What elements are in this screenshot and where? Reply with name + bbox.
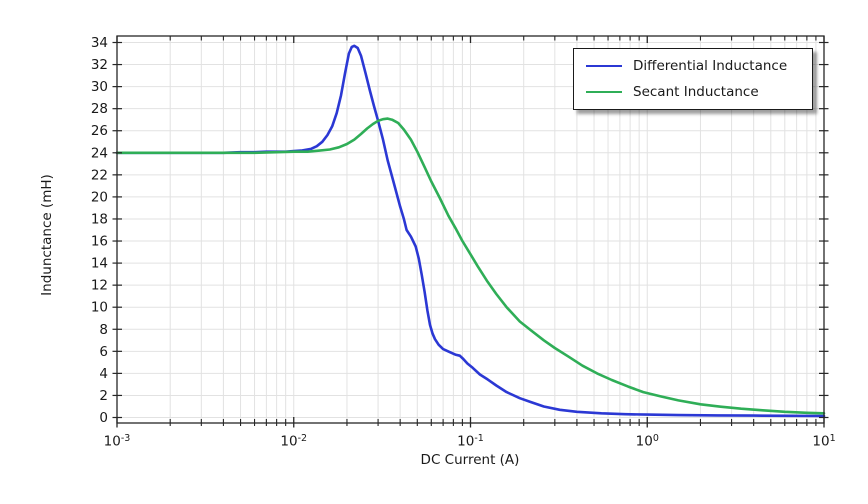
y-tick-label: 30 xyxy=(91,79,108,95)
legend-swatch-differential-inductance xyxy=(586,65,622,68)
x-tick-label: 100 xyxy=(635,433,659,450)
y-tick-label: 14 xyxy=(91,256,108,272)
y-tick-label: 34 xyxy=(91,35,108,51)
y-tick-label: 32 xyxy=(91,57,108,73)
x-tick-label: 101 xyxy=(812,433,836,450)
legend: Differential Inductance Secant Inductance xyxy=(573,48,813,110)
y-tick-label: 12 xyxy=(91,278,108,294)
y-tick-label: 20 xyxy=(91,189,108,205)
gridlines xyxy=(117,36,824,423)
y-tick-label: 2 xyxy=(99,388,108,404)
y-tick-label: 6 xyxy=(99,344,108,360)
legend-item: Secant Inductance xyxy=(586,82,798,103)
legend-item: Differential Inductance xyxy=(586,56,798,77)
legend-swatch-secant-inductance xyxy=(586,90,622,93)
y-tick-label: 24 xyxy=(91,145,108,161)
y-tick-label: 22 xyxy=(91,167,108,183)
x-tick-label: 10-1 xyxy=(457,433,484,450)
axis-ticks xyxy=(112,36,829,428)
y-tick-label: 8 xyxy=(99,322,108,338)
y-tick-label: 16 xyxy=(91,234,108,250)
y-tick-label: 26 xyxy=(91,123,108,139)
y-tick-label: 0 xyxy=(99,410,108,426)
x-tick-label: 10-2 xyxy=(280,433,308,450)
legend-label: Secant Inductance xyxy=(633,83,759,100)
y-tick-label: 28 xyxy=(91,101,108,117)
legend-label: Differential Inductance xyxy=(633,58,788,75)
y-tick-label: 4 xyxy=(99,366,108,382)
series-line-secant-inductance xyxy=(115,117,826,415)
x-tick-label: 10-3 xyxy=(103,433,131,450)
y-tick-label: 18 xyxy=(91,211,108,227)
series-line-differential-inductance xyxy=(115,44,826,418)
y-tick-label: 10 xyxy=(91,300,108,316)
y-axis-title: Indunctance (mH) xyxy=(39,174,55,296)
x-axis-title: DC Current (A) xyxy=(420,452,520,468)
